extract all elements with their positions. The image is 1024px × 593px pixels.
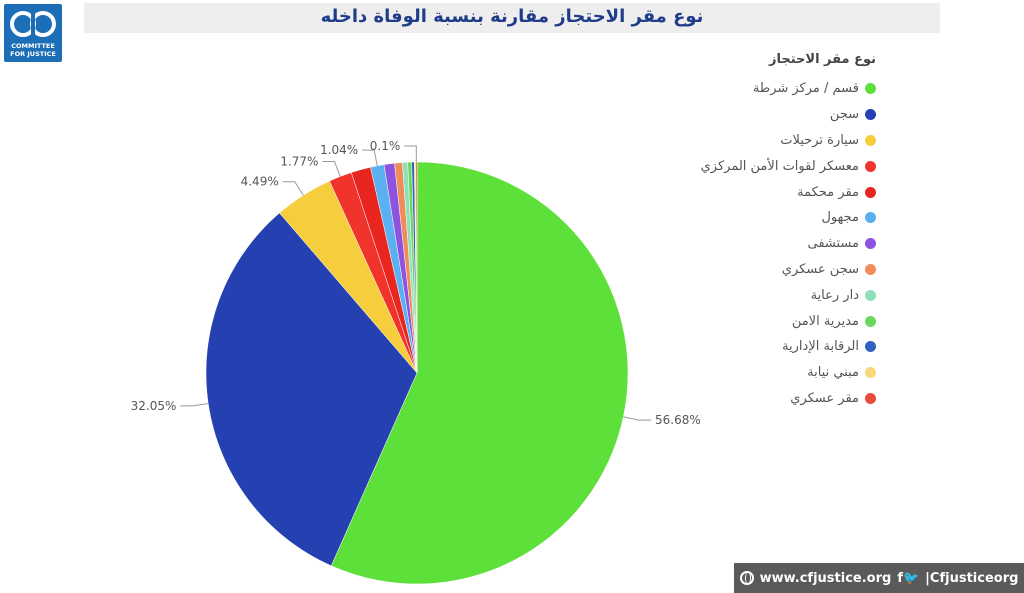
legend-item-7[interactable]: سجن عسكري (676, 257, 876, 283)
legend-dot-icon (865, 134, 876, 146)
legend-label: مبني نيابة (807, 365, 859, 381)
leader-line-0 (623, 416, 652, 421)
footer-handle: |Cfjusticeorg (925, 570, 1019, 586)
leader-line-1 (180, 403, 209, 407)
legend-label: الرقابة الإدارية (782, 339, 859, 355)
legend-item-10[interactable]: الرقابة الإدارية (676, 334, 876, 360)
legend-item-12[interactable]: مقر عسكري (676, 386, 876, 412)
legend-dot-icon (865, 367, 876, 379)
social-icons: f🐦 (897, 570, 920, 586)
legend-label: قسم / مركز شرطة (752, 81, 859, 97)
cfj-logo-icon (10, 11, 56, 37)
chart-title: نوع مقر الاحتجاز مقارنة بنسبة الوفاة داخ… (320, 6, 704, 27)
legend-items: قسم / مركز شرطة سجن سيارة ترحيلات معسكر لقو… (676, 76, 876, 411)
legend-dot-icon (865, 289, 876, 301)
slice-label-5: 1.04% (320, 143, 358, 157)
legend-item-11[interactable]: مبني نيابة (676, 360, 876, 386)
slice-label-0: 56.68% (655, 413, 701, 427)
legend-item-8[interactable]: دار رعاية (676, 282, 876, 308)
legend-item-2[interactable]: سيارة ترحيلات (676, 128, 876, 154)
chart-legend: نوع مقر الاحتجاز قسم / مركز شرطة سجن سيارة… (676, 52, 876, 411)
legend-dot-icon (865, 315, 876, 327)
logo-line-2: FOR JUSTICE (10, 50, 56, 58)
legend-item-0[interactable]: قسم / مركز شرطة (676, 76, 876, 102)
legend-label: سيارة ترحيلات (780, 132, 859, 148)
legend-title: نوع مقر الاحتجاز (768, 52, 876, 67)
slice-label-2: 4.49% (241, 175, 279, 189)
leader-line-2 (282, 181, 304, 196)
legend-label: سجن (829, 107, 859, 123)
footer-bar: www.cfjustice.org f🐦 |Cfjusticeorg (734, 563, 1024, 593)
legend-dot-icon (865, 341, 876, 353)
legend-dot-icon (865, 109, 876, 121)
legend-label: سجن عسكري (781, 261, 859, 277)
pie-slice-0[interactable] (330, 161, 629, 585)
legend-item-6[interactable]: مستشفى (676, 231, 876, 257)
slice-label-3: 1.77% (280, 155, 318, 169)
slice-label-12: 0.1% (370, 139, 401, 153)
legend-dot-icon (865, 83, 876, 95)
footer-website: www.cfjustice.org (759, 570, 892, 586)
legend-label: مقر محكمة (797, 184, 859, 200)
legend-item-5[interactable]: مجهول (676, 205, 876, 231)
legend-dot-icon (865, 238, 876, 250)
leader-line-5 (362, 149, 378, 166)
leader-line-3 (322, 161, 341, 177)
pie-slices (205, 161, 629, 585)
legend-dot-icon (865, 186, 876, 198)
legend-label: دار رعاية (810, 287, 859, 303)
slice-label-1: 32.05% (131, 399, 177, 413)
legend-label: مقر عسكري (790, 390, 859, 406)
legend-dot-icon (865, 263, 876, 275)
legend-dot-icon (865, 212, 876, 224)
legend-item-1[interactable]: سجن (676, 102, 876, 128)
legend-item-9[interactable]: مديرية الامن (676, 308, 876, 334)
pie-labels: 56.68% 32.05% 4.49%1.77%1.04% 0.1% (131, 139, 701, 427)
legend-label: مستشفى (807, 236, 860, 252)
globe-icon (739, 571, 754, 585)
legend-label: معسكر لقوات الأمن المركزي (700, 158, 859, 174)
legend-dot-icon (865, 160, 876, 172)
committee-for-justice-logo: COMMITTEE FOR JUSTICE (4, 4, 62, 62)
legend-dot-icon (865, 392, 876, 404)
title-bar: نوع مقر الاحتجاز مقارنة بنسبة الوفاة داخ… (84, 3, 940, 33)
legend-item-4[interactable]: مقر محكمة (676, 179, 876, 205)
logo-line-1: COMMITTEE (11, 42, 55, 50)
leader-line-12 (404, 145, 417, 163)
legend-label: مديرية الامن (791, 313, 859, 329)
legend-label: مجهول (821, 210, 859, 226)
legend-item-3[interactable]: معسكر لقوات الأمن المركزي (676, 153, 876, 179)
